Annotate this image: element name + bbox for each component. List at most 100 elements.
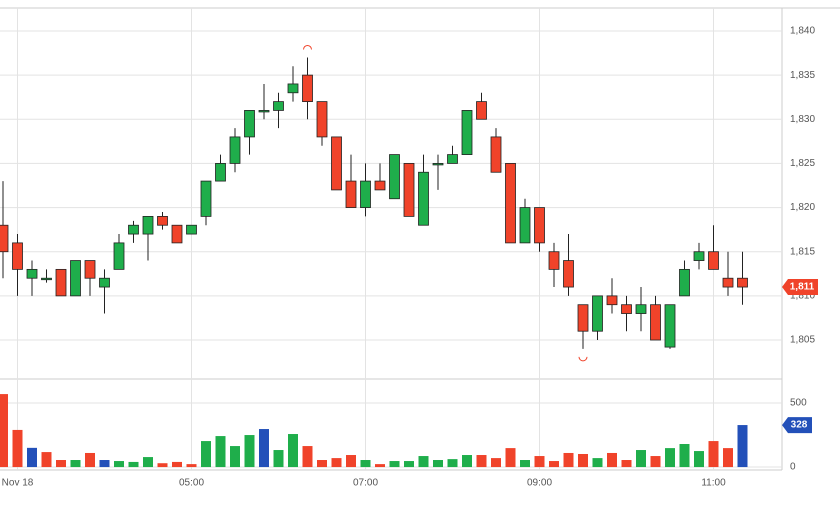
last-volume-badge [782,417,812,434]
volume-bar [679,444,690,468]
volume-bar [317,460,327,468]
volume-bar [143,457,153,468]
volume-bar [215,436,226,468]
candle-body [84,260,96,279]
x-tick-label: 11:00 [701,478,726,489]
x-tick-label: 05:00 [179,478,204,489]
last-price-badge [782,279,818,296]
volume-bar [549,461,559,468]
volume-bar [418,456,429,468]
candle-body [244,110,255,138]
y-tick-label: 1,830 [790,114,815,125]
candle-body [128,224,139,235]
volume-bar [462,455,472,468]
volume-bar [375,464,385,468]
candle-body [99,277,110,288]
x-tick-label: 09:00 [527,478,552,489]
candle-body [461,110,473,155]
candle-body [157,216,168,226]
candle-body [708,251,719,270]
candle-body [664,304,676,348]
volume-bar [70,460,81,468]
volume-bar [360,460,371,468]
volume-bar [665,448,675,468]
y-tick-label: 1,820 [790,202,815,213]
volume-bar [12,429,23,468]
volume-bar [114,461,124,468]
volume-bar [433,460,443,468]
candle-body [577,304,589,332]
low-marker [578,356,588,362]
candle-body [432,163,444,166]
volume-bar [389,461,400,468]
candle-body [563,260,574,288]
y-tick-label: 1,835 [790,70,815,81]
y-tick-label: 1,815 [790,246,815,257]
volume-bar [650,456,661,468]
volume-bar [520,460,530,468]
candle-body [374,180,386,191]
candle-body [302,74,313,103]
volume-bar [56,460,66,468]
candle-body [26,268,38,279]
candle-body [621,304,632,314]
volume-bar [534,456,545,468]
candle-body [418,171,429,226]
candle-body [258,110,270,113]
volume-bar [404,461,414,468]
last-volume-label: 328 [791,420,808,431]
candle-body [606,295,618,306]
volume-bar [592,458,603,468]
candle-body [679,268,690,297]
candle-body [403,163,415,217]
volume-bar [491,458,501,468]
high-marker [303,44,312,50]
candle-body [215,163,226,182]
volume-bar [0,394,8,468]
volume-bar [172,461,182,468]
candle-body [737,277,748,288]
x-tick-label: 07:00 [353,478,378,489]
volume-bar [230,446,240,468]
volume-bar [302,446,313,468]
candle-body [316,101,328,138]
candle-body [287,83,299,94]
y-tick-label: 1,810 [790,291,815,302]
volume-bar [694,451,704,468]
volume-bar [157,463,168,468]
candle-body [534,207,545,244]
candle-body [331,136,342,191]
volume-bar [447,459,458,468]
candle-body [476,101,487,120]
candle-body [592,295,603,332]
candle-body [70,260,81,297]
volume-bar [505,448,516,468]
last-price-label: 1,811 [790,282,815,293]
candle-body [0,224,9,253]
volume-bar [273,450,284,468]
volume-bar [244,435,255,468]
candle-body [345,180,357,208]
candle-body [12,242,23,270]
volume-bar [259,429,269,468]
volume-bar [85,452,95,468]
candle-body [55,268,67,297]
candle-body [186,224,197,235]
candle-body [273,101,284,111]
volume-bar [476,455,487,468]
candle-body [519,207,531,244]
candle-body [447,154,458,164]
candle-body [360,180,371,208]
candle-body [41,277,52,281]
volume-bar [346,455,356,468]
volume-bar [621,460,632,468]
volume-bar [128,461,139,468]
candle-body [505,163,516,244]
candle-body [113,242,125,270]
candle-body [171,224,183,244]
candle-body [490,136,502,173]
volume-bar [27,447,37,468]
candle-body [548,251,560,270]
